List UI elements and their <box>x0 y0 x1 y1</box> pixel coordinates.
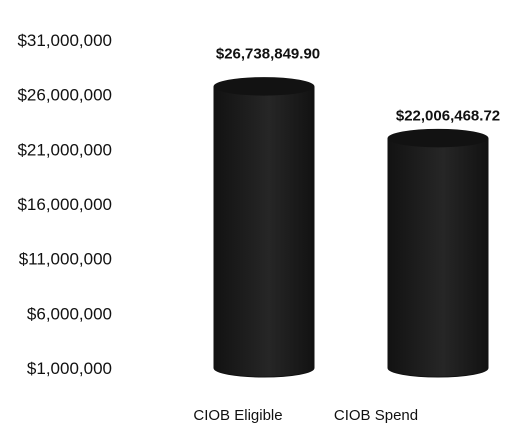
bar-cap <box>214 77 314 96</box>
data-label: $26,738,849.90 <box>216 46 320 63</box>
y-tick-label: $26,000,000 <box>17 86 112 105</box>
x-tick-label: CIOB Eligible <box>193 407 282 424</box>
y-tick-label: $11,000,000 <box>19 250 112 269</box>
bar-ciob-eligible <box>213 77 315 378</box>
y-tick-label: $21,000,000 <box>17 140 112 159</box>
y-tick-label: $16,000,000 <box>17 195 112 214</box>
data-label: $22,006,468.72 <box>396 107 500 124</box>
bar-ciob-spend <box>387 128 489 378</box>
bar-cap <box>388 129 488 148</box>
x-tick-label: CIOB Spend <box>334 407 418 424</box>
y-tick-label: $1,000,000 <box>27 359 112 378</box>
y-tick-label: $31,000,000 <box>17 31 112 50</box>
y-tick-label: $6,000,000 <box>27 304 112 323</box>
